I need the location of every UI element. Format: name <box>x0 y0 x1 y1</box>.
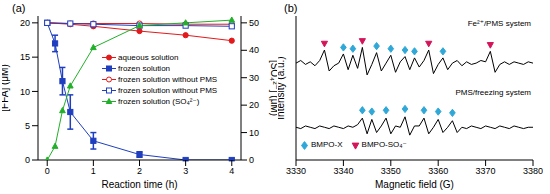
svg-text:50: 50 <box>249 18 259 28</box>
html-text:frozen solution (SO₄²⁻): frozen solution (SO₄²⁻) <box>118 97 200 106</box>
svg-text:3: 3 <box>183 166 188 176</box>
svg-text:10: 10 <box>20 87 30 97</box>
svg-text:0: 0 <box>249 155 254 165</box>
html-text:frozen solution without PMS: frozen solution without PMS <box>118 86 218 95</box>
svg-text:5: 5 <box>25 121 30 131</box>
html-text:BMPO-SO₄⁻: BMPO-SO₄⁻ <box>361 140 407 149</box>
svg-text:Magnetic field (G): Magnetic field (G) <box>375 179 454 190</box>
svg-text:3350: 3350 <box>381 166 401 176</box>
svg-text:3370: 3370 <box>476 166 496 176</box>
svg-text:20: 20 <box>20 18 30 28</box>
svg-text:3340: 3340 <box>333 166 353 176</box>
svg-text:3380: 3380 <box>523 166 542 176</box>
html-text:(b): (b) <box>284 2 298 14</box>
svg-text:Reaction time (h): Reaction time (h) <box>101 179 177 190</box>
svg-text:2: 2 <box>137 166 142 176</box>
html-text:aqueous solution: aqueous solution <box>118 53 179 62</box>
svg-text:1: 1 <box>91 166 96 176</box>
svg-text:15: 15 <box>20 52 30 62</box>
svg-text:3360: 3360 <box>428 166 448 176</box>
svg-text:Intensity (a.u.): Intensity (a.u.) <box>278 56 286 119</box>
svg-text:0: 0 <box>25 155 30 165</box>
html-text:frozen solution without PMS: frozen solution without PMS <box>118 75 218 84</box>
html-text:Fe²⁺/PMS system: Fe²⁺/PMS system <box>467 19 531 28</box>
svg-text:3330: 3330 <box>286 166 306 176</box>
svg-text:[FFA] (μM): [FFA] (μM) <box>8 64 10 111</box>
svg-text:20: 20 <box>249 100 259 110</box>
svg-text:40: 40 <box>249 45 259 55</box>
svg-text:4: 4 <box>229 166 234 176</box>
html-text:BMPO-X: BMPO-X <box>311 140 343 149</box>
html-text:(a): (a) <box>12 2 26 14</box>
svg-text:10: 10 <box>249 128 259 138</box>
html-text:frozen solution: frozen solution <box>118 64 170 73</box>
html-text:PMS/freezing system: PMS/freezing system <box>455 88 531 97</box>
svg-text:30: 30 <box>249 73 259 83</box>
svg-text:[SO₄²⁻] (μM): [SO₄²⁻] (μM) <box>269 60 277 116</box>
svg-text:0: 0 <box>45 166 50 176</box>
